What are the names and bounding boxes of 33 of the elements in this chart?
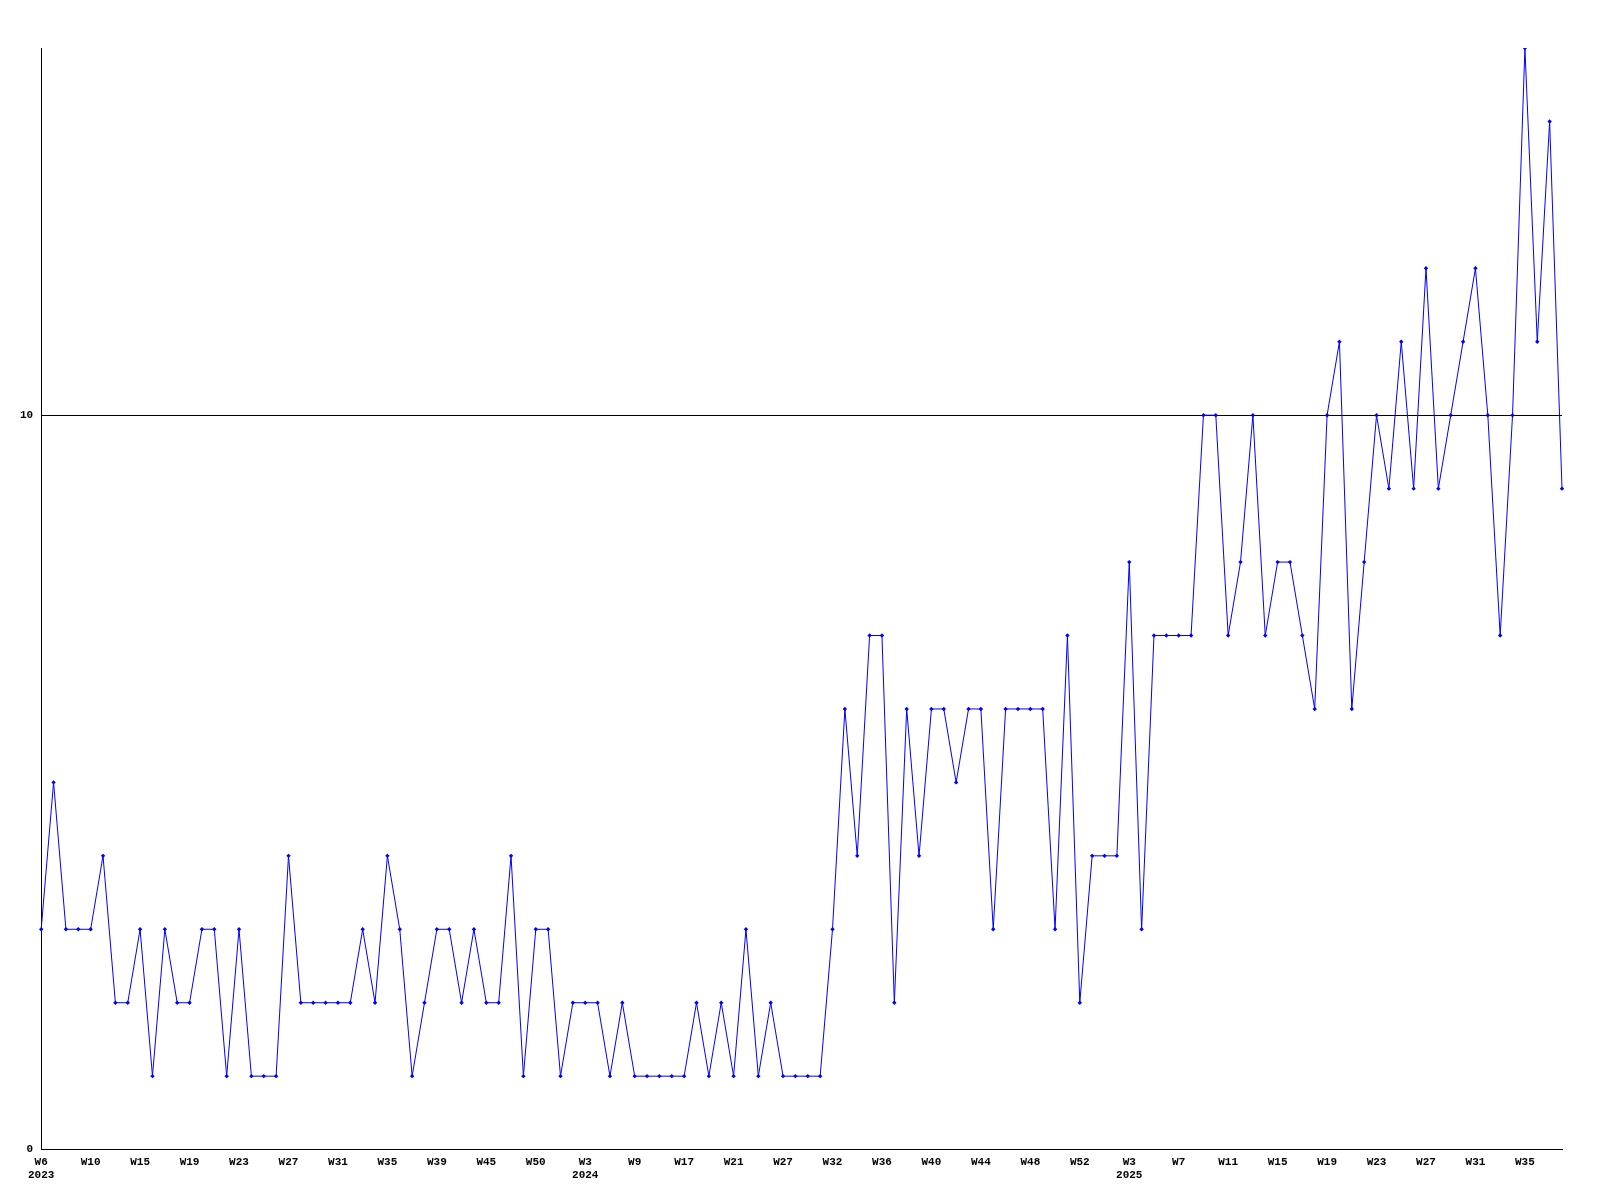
y-tick-label: 10: [20, 408, 34, 421]
x-tick-label: W27: [1416, 1155, 1436, 1168]
x-tick-label: W31: [328, 1155, 349, 1168]
x-tick-label: W36: [872, 1155, 892, 1168]
x-tick-label: W7: [1172, 1155, 1186, 1168]
x-tick-label: W23: [1366, 1155, 1387, 1168]
x-tick-label: W15: [130, 1155, 151, 1168]
x-tick-label: W40: [921, 1155, 942, 1168]
x-tick-label: W21: [723, 1155, 744, 1168]
x-tick-label: W45: [476, 1155, 497, 1168]
x-tick-label: W50: [525, 1155, 546, 1168]
x-tick-label: W39: [426, 1155, 447, 1168]
x-tick-label: W27: [773, 1155, 793, 1168]
x-tick-label: W3 2024: [572, 1155, 599, 1182]
x-tick-label: W11: [1218, 1155, 1239, 1168]
x-tick-label: W44: [970, 1155, 992, 1168]
x-tick-label: W23: [229, 1155, 250, 1168]
x-tick-label: W15: [1267, 1155, 1288, 1168]
x-tick-label: W31: [1465, 1155, 1486, 1168]
x-tick-label: W27: [278, 1155, 299, 1168]
x-tick-label: W6 2023: [28, 1155, 55, 1182]
x-tick-label: W10: [80, 1155, 101, 1168]
x-tick-label: W35: [377, 1155, 398, 1168]
x-tick-label: W52: [1069, 1155, 1090, 1168]
x-tick-label: W48: [1020, 1155, 1041, 1168]
x-tick-label: W17: [674, 1155, 695, 1168]
x-tick-label: W32: [822, 1155, 843, 1168]
x-tick-label: W19: [179, 1155, 200, 1168]
x-tick-label: W35: [1515, 1155, 1536, 1168]
y-tick-label: 0: [26, 1143, 34, 1156]
x-tick-label: W3 2025: [1116, 1155, 1143, 1182]
x-tick-label: W19: [1317, 1155, 1337, 1168]
x-tick-label: W9: [628, 1155, 642, 1168]
